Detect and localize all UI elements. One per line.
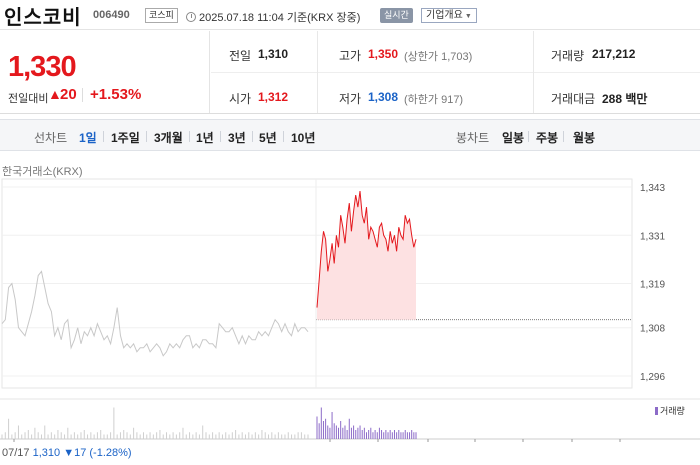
prev-close-value: 1,310 — [258, 47, 289, 61]
y-tick-label: 1,331 — [640, 231, 665, 242]
divider — [528, 131, 529, 142]
chart-period-tabs: 선차트 1일 1주일 3개월 1년 3년 5년 10년 봉차트 일봉 주봉 월봉 — [0, 119, 700, 151]
prev-day-close: 1,310 — [32, 447, 61, 459]
divider — [211, 72, 700, 73]
current-price-box: 1,330 전일대비 ▲ 20 +1.53% — [0, 31, 210, 113]
divider — [146, 131, 147, 142]
volume-legend-label: 거래량 — [660, 406, 685, 416]
chart-source: 한국거래소(KRX) — [2, 166, 83, 178]
basis: 기준(KRX 장중) — [286, 12, 361, 24]
divider — [252, 131, 253, 142]
realtime-button[interactable]: 실시간 — [380, 8, 413, 23]
y-tick-label: 1,296 — [640, 372, 665, 383]
amount-value: 288 백만 — [602, 92, 648, 106]
change-rate: +1.53% — [90, 86, 142, 103]
stock-code: 006490 — [93, 9, 130, 21]
change-label: 전일대비 — [8, 93, 49, 105]
divider — [220, 131, 221, 142]
tab-5y[interactable]: 5년 — [259, 131, 277, 145]
divider — [563, 131, 564, 142]
tab-daily[interactable]: 일봉 — [502, 131, 525, 145]
prev-day-info: 07/17 1,310 ▼17 (-1.28%) — [2, 447, 132, 459]
prev-day-change: ▼17 — [63, 447, 87, 459]
open-label: 시가 — [229, 92, 252, 106]
prev-day-line — [1, 270, 309, 357]
y-tick-label: 1,308 — [640, 324, 665, 335]
price-summary: 1,330 전일대비 ▲ 20 +1.53% 전일 1,310 고가 1,350… — [0, 31, 700, 114]
prev-day-rate: (-1.28%) — [89, 447, 132, 459]
tab-10y[interactable]: 10년 — [291, 131, 316, 145]
candle-chart-label: 봉차트 — [456, 131, 490, 145]
divider — [317, 31, 318, 113]
line-chart-label: 선차트 — [34, 131, 68, 145]
y-tick-label: 1,319 — [640, 280, 665, 291]
company-overview-dropdown[interactable]: 기업개요 ▼ — [421, 8, 477, 23]
divider — [103, 131, 104, 142]
open-value: 1,312 — [258, 90, 289, 104]
volume-value: 217,212 — [592, 47, 636, 61]
prev-close-label: 전일 — [229, 49, 252, 63]
change-amount: 20 — [60, 86, 77, 103]
divider — [283, 131, 284, 142]
quote-time: 2025.07.18 11:04 기준(KRX 장중) — [186, 9, 360, 25]
upper-limit: (상한가 1,703) — [404, 51, 473, 63]
high-label: 고가 — [339, 49, 362, 63]
tab-monthly[interactable]: 월봉 — [573, 131, 596, 145]
market-badge: 코스피 — [145, 8, 178, 23]
tab-3y[interactable]: 3년 — [228, 131, 246, 145]
current-price: 1,330 — [8, 51, 77, 83]
datetime: 2025.07.18 11:04 — [199, 12, 284, 24]
stock-header: 인스코비 006490 코스피 2025.07.18 11:04 기준(KRX … — [0, 0, 700, 30]
stat-grid: 전일 1,310 고가 1,350 (상한가 1,703) 거래량 217,21… — [211, 31, 700, 113]
high-value: 1,350 — [368, 47, 399, 61]
tab-1d[interactable]: 1일 — [79, 131, 97, 145]
prev-day-date: 07/17 — [2, 447, 30, 459]
lower-limit: (하한가 917) — [404, 94, 464, 106]
today-line — [316, 191, 417, 308]
tab-1w[interactable]: 1주일 — [111, 131, 140, 145]
volume-swatch — [655, 407, 658, 415]
divider — [533, 31, 534, 113]
tab-weekly[interactable]: 주봉 — [536, 131, 559, 145]
company-overview-label: 기업개요 — [426, 10, 463, 21]
stock-name: 인스코비 — [4, 7, 82, 29]
low-value: 1,308 — [368, 90, 399, 104]
tab-3m[interactable]: 3개월 — [154, 131, 183, 145]
amount-label: 거래대금 — [551, 92, 596, 106]
tab-1y[interactable]: 1년 — [196, 131, 214, 145]
volume-label: 거래량 — [551, 49, 585, 63]
low-label: 저가 — [339, 92, 362, 106]
y-tick-label: 1,343 — [640, 183, 665, 194]
divider — [189, 131, 190, 142]
volume-legend: 거래량 — [655, 404, 685, 417]
divider — [82, 88, 83, 102]
chevron-down-icon: ▼ — [464, 13, 472, 20]
up-arrow-icon: ▲ — [48, 86, 62, 102]
clock-icon — [186, 12, 196, 22]
